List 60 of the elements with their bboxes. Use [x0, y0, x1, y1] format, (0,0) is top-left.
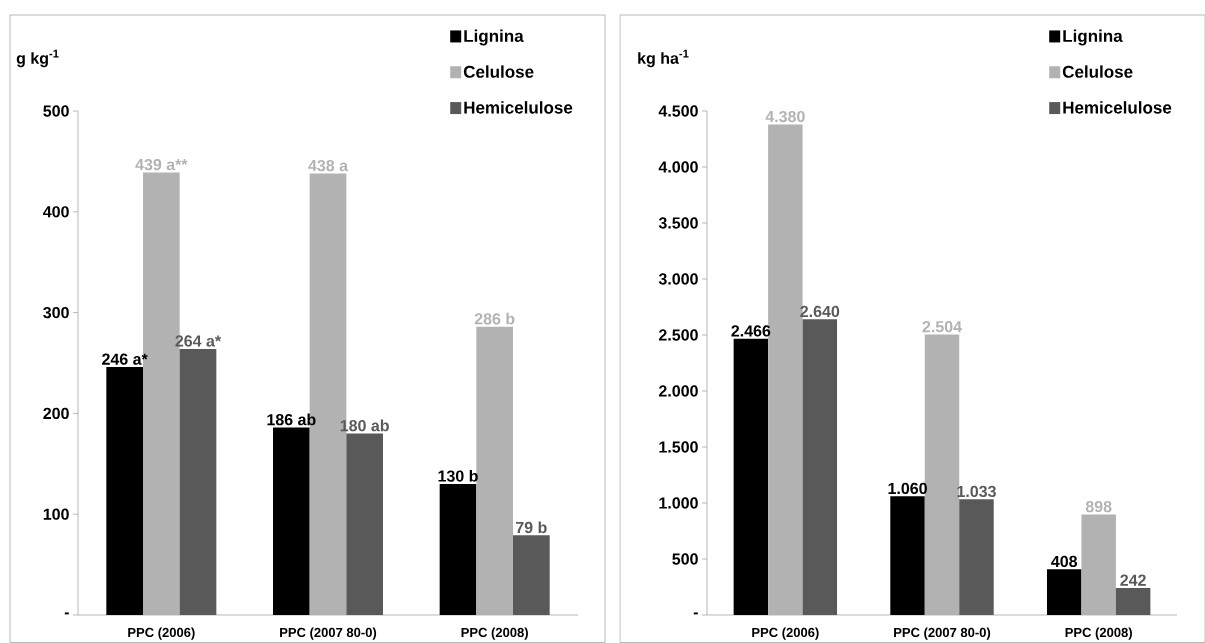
y-tick-label: 100 [43, 508, 69, 520]
bar [439, 483, 477, 615]
data-label: 242 [1120, 574, 1146, 586]
data-label: 246 a* [102, 353, 148, 365]
y-tick-label: 300 [43, 306, 69, 319]
x-tick-label: PPC (2007 80-0) [894, 627, 991, 640]
data-label: 1.033 [957, 485, 996, 498]
data-label: 186 ab [267, 413, 316, 426]
y-tick-label: 3.000 [658, 273, 698, 285]
legend-label: Lignina [464, 29, 524, 46]
legend-label: Celulose [1062, 65, 1133, 78]
y-tick-label: 1.500 [659, 441, 698, 453]
bar [1115, 587, 1151, 615]
x-tick-label: PPC (2006) [128, 627, 195, 640]
bar [1046, 569, 1082, 615]
y-tick-label: 2.500 [658, 329, 698, 341]
data-label: 438 a [308, 159, 349, 172]
y-tick-label: - [693, 612, 698, 615]
y-tick-label: 2.000 [658, 385, 698, 397]
x-tick-label: PPC (2007 80-0) [280, 627, 377, 640]
y-tick-label: 400 [43, 206, 69, 218]
bar [513, 535, 550, 615]
bar [273, 427, 310, 615]
bar [346, 433, 383, 615]
x-tick-label: PPC (2008) [1065, 627, 1132, 640]
data-label: 79 b [516, 521, 547, 534]
data-label: 4.380 [765, 110, 805, 123]
legend-label: Celulose [463, 65, 534, 78]
data-label: 2.466 [731, 325, 771, 337]
bar [733, 338, 769, 615]
x-tick-label: PPC (2006) [752, 627, 819, 640]
bar [802, 319, 838, 615]
x-tick-label: PPC (2008) [461, 627, 528, 640]
y-axis-title: g kg$^{-1}$ [16, 49, 59, 68]
legend-label: Hemicelulose [464, 101, 573, 114]
y-axis-title: kg ha$^{-1}$ [638, 49, 689, 68]
data-label: 408 [1051, 555, 1078, 568]
y-tick-label: 4.000 [658, 161, 698, 173]
data-label: 180 ab [340, 419, 389, 432]
data-label: 439 a** [135, 158, 188, 171]
legend-label: Hemicelulose [1063, 101, 1172, 114]
data-label: 2.504 [922, 321, 962, 333]
bar [106, 367, 143, 615]
data-label: 286 b [474, 312, 515, 325]
data-label: 130 b [438, 469, 478, 482]
data-label: 898 [1085, 500, 1112, 513]
y-tick-label: 500 [43, 105, 69, 117]
y-tick-label: 3.500 [658, 217, 698, 229]
y-tick-label: 200 [43, 407, 69, 420]
legend-label: Lignina [1063, 29, 1123, 46]
bar [959, 499, 994, 615]
y-tick-label: - [64, 612, 69, 615]
data-label: 2.640 [800, 305, 840, 318]
bar [179, 348, 217, 615]
data-label: 264 a* [175, 335, 222, 347]
data-label: 1.060 [888, 482, 927, 495]
y-tick-label: 4.500 [658, 105, 698, 117]
bar [890, 496, 925, 615]
y-tick-label: 500 [672, 553, 698, 565]
y-tick-label: 1.000 [659, 497, 698, 509]
